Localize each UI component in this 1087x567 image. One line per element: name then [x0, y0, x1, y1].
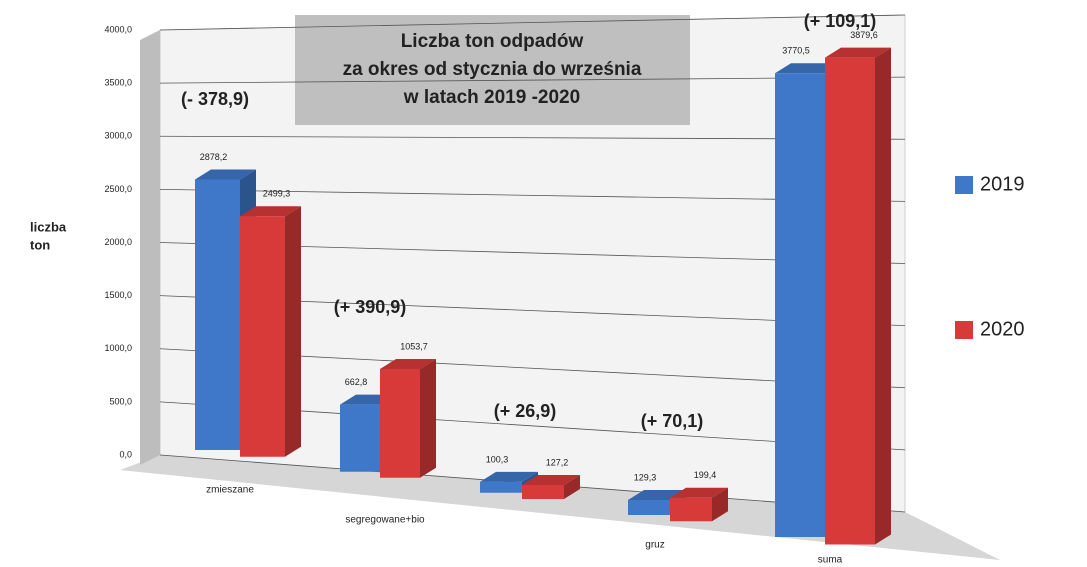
title-box	[295, 15, 690, 125]
value-label: 2878,2	[200, 152, 228, 162]
x-tick-label: gruz	[645, 540, 664, 551]
bar	[240, 206, 301, 457]
bar	[825, 47, 891, 545]
bar	[670, 487, 728, 522]
bar-face	[775, 63, 841, 74]
bar-face	[480, 481, 522, 493]
bar-face	[420, 358, 436, 478]
bar-face	[522, 485, 564, 500]
bar-face	[480, 471, 538, 482]
bar-face	[380, 358, 436, 369]
value-label: 1053,7	[400, 341, 428, 351]
x-tick-label: segregowane+bio	[345, 515, 425, 526]
value-label: 129,3	[634, 472, 657, 482]
y-tick-label: 2000,0	[104, 237, 132, 247]
bar-face	[825, 57, 875, 545]
bar-face	[628, 499, 670, 515]
value-label: 2499,3	[263, 189, 291, 199]
side-wall	[140, 30, 160, 465]
grid-line	[159, 14, 906, 31]
bar	[380, 358, 436, 478]
bar-face	[522, 475, 580, 486]
value-label: 3770,5	[782, 46, 810, 56]
annotation: (+ 109,1)	[804, 11, 877, 31]
x-tick-label: suma	[818, 555, 843, 566]
y-tick-label: 1000,0	[104, 343, 132, 353]
legend-label: 2019	[980, 173, 1025, 195]
chart-title: Liczba ton odpadów	[401, 31, 584, 52]
legend-swatch	[955, 176, 973, 194]
bar-face	[775, 73, 825, 537]
bar-face	[195, 169, 256, 180]
bar-face	[195, 179, 240, 450]
bar-face	[340, 404, 380, 472]
y-axis-label: liczba	[30, 219, 67, 234]
value-label: 3879,6	[850, 30, 878, 40]
bar-face	[240, 216, 285, 457]
bar-face	[240, 206, 301, 217]
value-label: 662,8	[345, 377, 368, 387]
annotation: (+ 26,9)	[494, 401, 557, 421]
chart-title: w latach 2019 -2020	[403, 87, 580, 108]
bar-face	[670, 487, 728, 498]
value-label: 127,2	[546, 457, 569, 467]
legend-swatch	[955, 321, 973, 339]
y-tick-label: 4000,0	[104, 24, 132, 34]
y-tick-label: 0,0	[119, 449, 132, 459]
bar-face	[380, 368, 420, 478]
bar-face	[875, 47, 891, 545]
annotation: (+ 70,1)	[641, 411, 704, 431]
bar-face	[825, 47, 891, 58]
y-axis-label: ton	[30, 237, 50, 252]
annotation: (- 378,9)	[181, 89, 249, 109]
bar	[522, 475, 580, 500]
value-label: 100,3	[486, 454, 509, 464]
bar-face	[564, 475, 580, 500]
bar-face	[670, 497, 712, 522]
bar-face	[285, 206, 301, 457]
bar-face	[712, 487, 728, 522]
chart-title: za okres od stycznia do września	[343, 59, 642, 80]
bar	[480, 471, 538, 493]
legend-label: 2020	[980, 318, 1025, 340]
y-tick-label: 2500,0	[104, 184, 132, 194]
x-tick-label: zmieszane	[206, 485, 254, 496]
y-tick-label: 500,0	[109, 396, 132, 406]
y-tick-label: 3500,0	[104, 78, 132, 88]
y-tick-label: 3000,0	[104, 131, 132, 141]
value-label: 199,4	[694, 470, 717, 480]
annotation: (+ 390,9)	[334, 297, 407, 317]
y-tick-label: 1500,0	[104, 290, 132, 300]
